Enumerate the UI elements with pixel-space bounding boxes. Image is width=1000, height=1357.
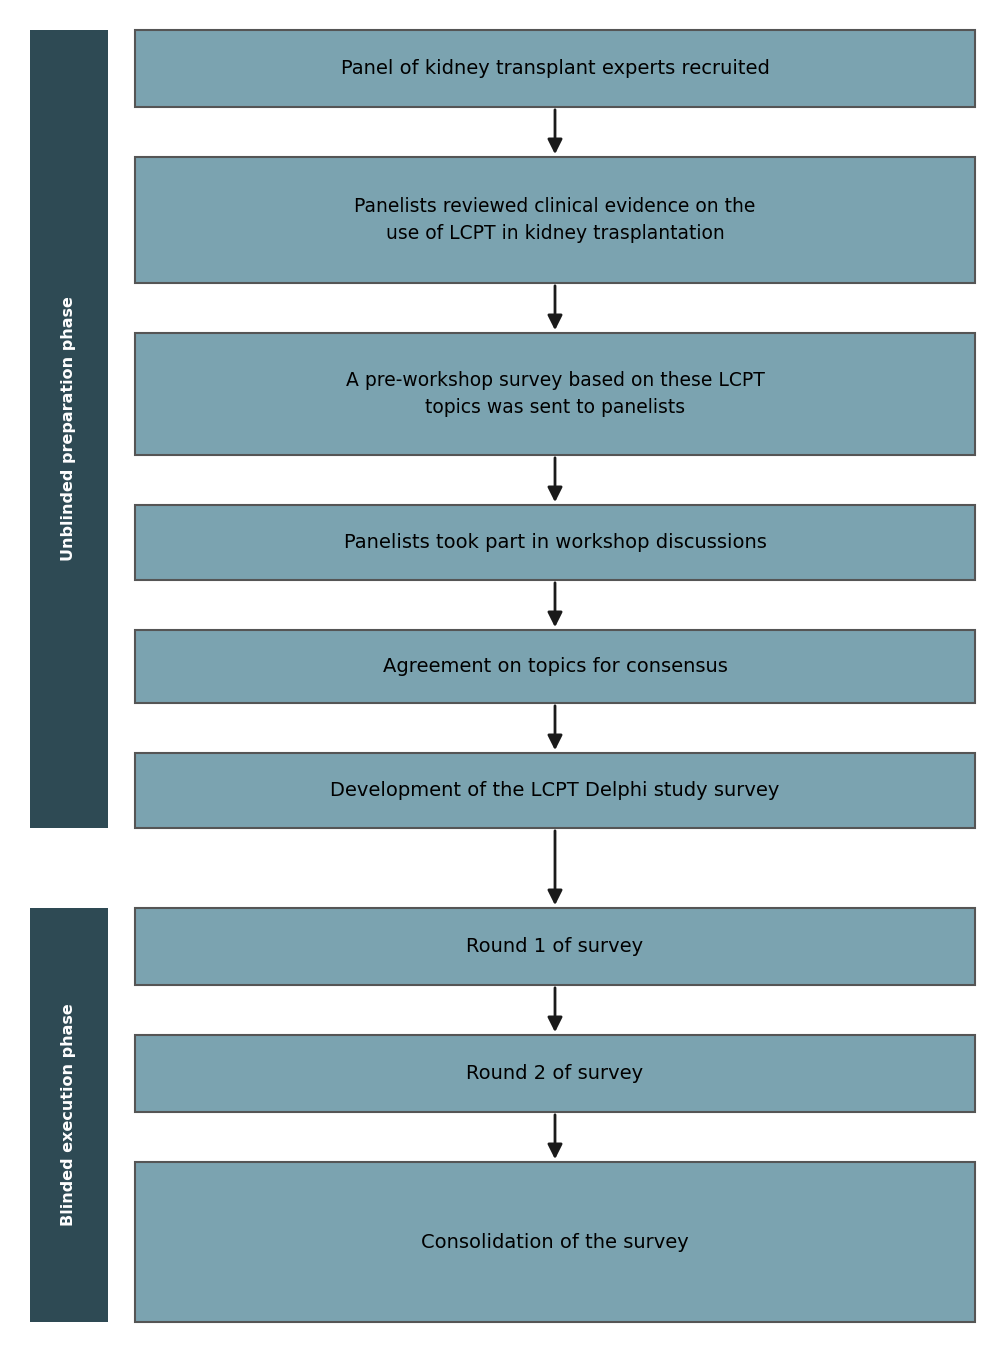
- Bar: [135, 157, 975, 284]
- Text: Unblinded preparation phase: Unblinded preparation phase: [61, 297, 77, 562]
- Bar: [135, 30, 975, 107]
- Bar: [135, 332, 975, 455]
- Bar: [30, 30, 108, 828]
- Text: Consolidation of the survey: Consolidation of the survey: [421, 1232, 689, 1251]
- Text: Round 2 of survey: Round 2 of survey: [466, 1064, 644, 1083]
- Bar: [135, 753, 975, 828]
- Text: Panelists reviewed clinical evidence on the
use of LCPT in kidney trasplantation: Panelists reviewed clinical evidence on …: [354, 197, 756, 243]
- Text: Panel of kidney transplant experts recruited: Panel of kidney transplant experts recru…: [341, 58, 769, 77]
- Text: Development of the LCPT Delphi study survey: Development of the LCPT Delphi study sur…: [330, 782, 780, 801]
- Bar: [135, 1162, 975, 1322]
- Bar: [30, 908, 108, 1322]
- Bar: [135, 1035, 975, 1111]
- Bar: [135, 630, 975, 703]
- Text: A pre-workshop survey based on these LCPT
topics was sent to panelists: A pre-workshop survey based on these LCP…: [346, 372, 764, 417]
- Text: Round 1 of survey: Round 1 of survey: [466, 936, 644, 955]
- Bar: [135, 505, 975, 579]
- Bar: [135, 908, 975, 985]
- Text: Blinded execution phase: Blinded execution phase: [61, 1004, 76, 1227]
- Text: Panelists took part in workshop discussions: Panelists took part in workshop discussi…: [344, 533, 766, 552]
- Text: Agreement on topics for consensus: Agreement on topics for consensus: [383, 657, 727, 676]
